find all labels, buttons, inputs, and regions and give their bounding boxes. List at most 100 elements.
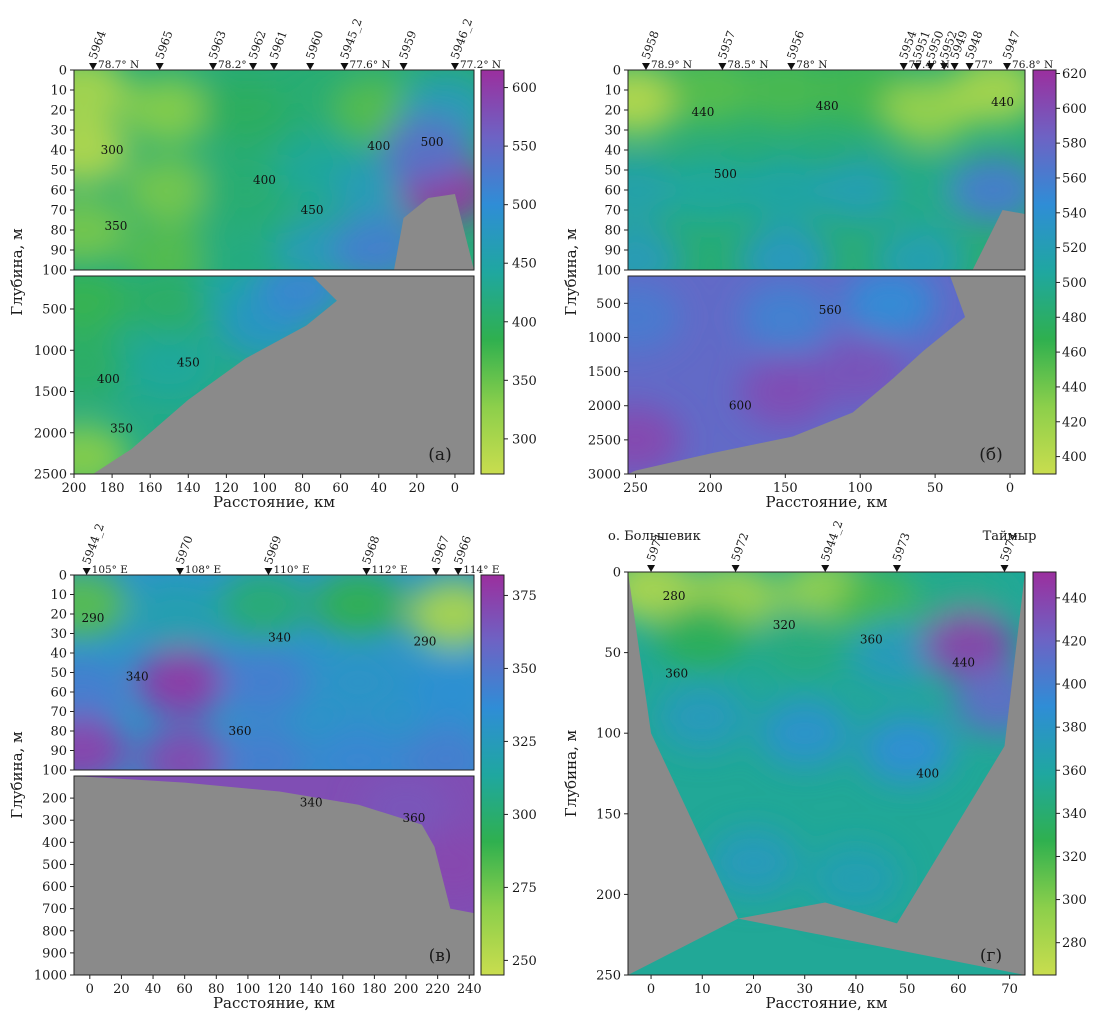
panel-label: (а) xyxy=(428,445,451,465)
colorbar-tick-label: 620 xyxy=(1062,67,1087,82)
y-tick-label: 90 xyxy=(604,244,621,259)
x-tick-label: 0 xyxy=(86,982,94,997)
y-axis-label: Глубина, м xyxy=(8,228,26,316)
field-sample xyxy=(380,116,473,184)
field-sample xyxy=(656,683,749,752)
station-marker xyxy=(718,63,727,70)
station-marker xyxy=(249,63,258,70)
x-tick-label: 70 xyxy=(1001,982,1018,997)
contour-label: 440 xyxy=(991,95,1014,109)
contour-label: 340 xyxy=(126,669,149,683)
station-marker xyxy=(450,63,459,70)
station-latitude: 77.6° N xyxy=(349,59,390,71)
x-tick-label: 0 xyxy=(1006,481,1014,496)
station-marker xyxy=(821,565,830,572)
y-tick-label: 800 xyxy=(42,924,67,939)
y-tick-label: 100 xyxy=(596,727,621,742)
field-sample xyxy=(739,282,832,351)
x-tick-label: 10 xyxy=(694,982,711,997)
y-tick-label: 30 xyxy=(50,124,67,139)
colorbar-tick-label: 440 xyxy=(1062,591,1087,606)
field-sample xyxy=(135,648,228,717)
field-sample xyxy=(74,70,130,124)
y-tick-label: 80 xyxy=(604,224,621,239)
field-sample xyxy=(199,156,292,224)
station-latitude: 78.2° xyxy=(218,59,247,71)
station-marker xyxy=(175,568,184,575)
seabed-lower xyxy=(93,276,475,474)
colorbar-tick-label: 280 xyxy=(1062,936,1087,951)
frame-lower xyxy=(73,775,475,976)
x-tick-label: 30 xyxy=(796,982,813,997)
y-tick-label: 80 xyxy=(50,725,67,740)
field-sample xyxy=(739,226,832,270)
panel-4: 0 50 100 150 200 250 о. Большевик Таймыр 0 10 20 30… xyxy=(562,518,1087,1012)
field-sample xyxy=(123,276,216,335)
x-tick-label: 240 xyxy=(457,982,482,997)
field-sample xyxy=(814,156,907,224)
station-latitude: 112° E xyxy=(371,564,407,576)
y-tick-label: 700 xyxy=(42,902,67,917)
station-name: 5961 xyxy=(267,29,290,61)
y-tick-label: 20 xyxy=(50,608,67,623)
colorbar-tick-label: 400 xyxy=(1062,678,1087,693)
section-divider xyxy=(74,770,474,776)
field-sample xyxy=(628,405,682,474)
x-tick-label: 60 xyxy=(950,982,967,997)
station-name: 5967 xyxy=(429,534,452,566)
y-tick-label: 30 xyxy=(50,627,67,642)
y-tick-label: 0 xyxy=(59,64,67,79)
x-tick-label: 20 xyxy=(113,982,130,997)
contour-label: 500 xyxy=(421,135,444,149)
station-name: 5965 xyxy=(152,29,175,61)
station-latitude: 77.2° N xyxy=(460,59,501,71)
y-tick-label: 500 xyxy=(596,297,621,312)
y-tick-label: 3000 xyxy=(588,468,621,483)
field-sample xyxy=(758,610,851,679)
station-marker xyxy=(209,63,218,70)
contour-label: 500 xyxy=(714,167,737,181)
contour-label: 400 xyxy=(97,372,120,386)
colorbar-tick-label: 520 xyxy=(1062,241,1087,256)
field-sample xyxy=(217,575,310,639)
colorbar-tick-label: 350 xyxy=(512,374,537,389)
y-tick-label: 10 xyxy=(50,588,67,603)
field-sample xyxy=(217,726,310,770)
contour-label: 400 xyxy=(916,767,939,781)
y-tick-label: 50 xyxy=(604,164,621,179)
frame xyxy=(627,571,1026,976)
station-name: 5964 xyxy=(86,29,109,61)
contour-label: 360 xyxy=(229,724,252,738)
field-sample xyxy=(123,332,216,401)
field-sample xyxy=(861,715,954,784)
colorbar-tick-label: 320 xyxy=(1062,850,1087,865)
contour-label: 440 xyxy=(691,105,714,119)
contour-label: 290 xyxy=(414,634,437,648)
colorbar-tick-label: 560 xyxy=(1062,171,1087,186)
seabed-right xyxy=(738,572,1025,975)
station-name: 5944_2 xyxy=(818,518,846,563)
contour-label: 280 xyxy=(663,589,686,603)
colorbar-tick-label: 440 xyxy=(1062,380,1087,395)
colorbar-tick-label: 250 xyxy=(512,954,537,969)
station-name: 5962 xyxy=(246,29,269,61)
x-axis-label: Расстояние, км xyxy=(213,493,335,511)
station-marker xyxy=(432,568,441,575)
x-tick-label: 220 xyxy=(425,982,450,997)
station-marker xyxy=(1003,63,1012,70)
colorbar-tick-label: 460 xyxy=(1062,346,1087,361)
contour-label: 350 xyxy=(104,219,127,233)
station-marker xyxy=(731,565,740,572)
x-tick-label: 200 xyxy=(62,481,87,496)
contour-label: 600 xyxy=(729,399,752,413)
x-tick-label: 60 xyxy=(176,982,193,997)
station-marker xyxy=(270,63,278,70)
x-tick-label: 140 xyxy=(176,481,201,496)
field-sample xyxy=(844,276,937,338)
field-sample xyxy=(656,602,749,671)
seabed-upper xyxy=(972,210,1025,270)
colorbar xyxy=(480,69,505,475)
field-sample xyxy=(312,726,405,770)
station-marker xyxy=(89,63,98,70)
station-name: 5958 xyxy=(639,29,662,61)
